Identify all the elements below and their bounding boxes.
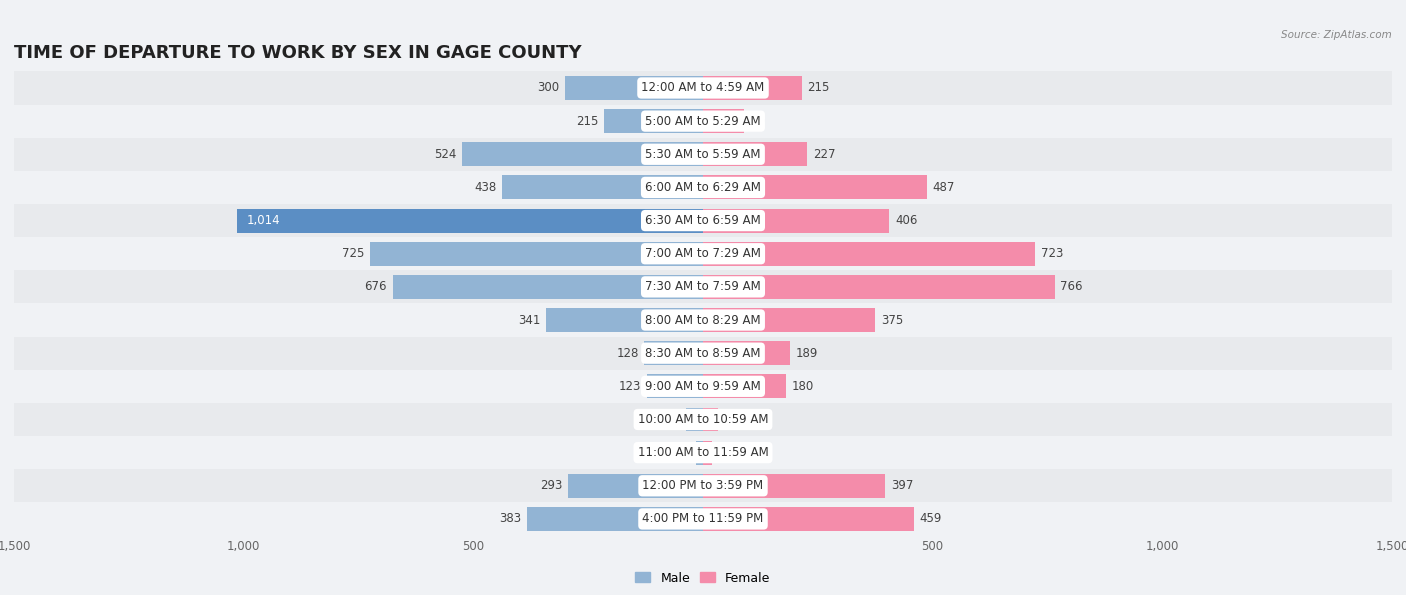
Bar xyxy=(14,337,1392,369)
Bar xyxy=(14,237,1392,270)
Text: 375: 375 xyxy=(880,314,903,327)
Bar xyxy=(14,369,1392,403)
Text: 11:00 AM to 11:59 AM: 11:00 AM to 11:59 AM xyxy=(638,446,768,459)
Text: 180: 180 xyxy=(792,380,814,393)
Bar xyxy=(14,137,1392,171)
Text: 406: 406 xyxy=(896,214,917,227)
Text: 766: 766 xyxy=(1060,280,1083,293)
Text: 7:30 AM to 7:59 AM: 7:30 AM to 7:59 AM xyxy=(645,280,761,293)
Text: 128: 128 xyxy=(616,347,638,359)
Text: Source: ZipAtlas.com: Source: ZipAtlas.com xyxy=(1281,30,1392,40)
Bar xyxy=(703,109,744,133)
Bar xyxy=(703,308,875,332)
Bar xyxy=(527,507,703,531)
Bar xyxy=(392,275,703,299)
Text: 10:00 AM to 10:59 AM: 10:00 AM to 10:59 AM xyxy=(638,413,768,426)
Bar xyxy=(14,403,1392,436)
Text: 459: 459 xyxy=(920,512,942,525)
Bar xyxy=(703,76,801,100)
Text: 32: 32 xyxy=(723,413,738,426)
Text: 5:30 AM to 5:59 AM: 5:30 AM to 5:59 AM xyxy=(645,148,761,161)
Text: 397: 397 xyxy=(891,480,914,492)
Bar xyxy=(605,109,703,133)
Bar xyxy=(14,105,1392,137)
Text: 90: 90 xyxy=(749,115,765,127)
Text: 1,014: 1,014 xyxy=(246,214,280,227)
Bar xyxy=(696,441,703,465)
Bar xyxy=(14,171,1392,204)
Bar xyxy=(703,474,886,497)
Text: 5:00 AM to 5:29 AM: 5:00 AM to 5:29 AM xyxy=(645,115,761,127)
Text: 524: 524 xyxy=(434,148,457,161)
Text: 6:00 AM to 6:29 AM: 6:00 AM to 6:29 AM xyxy=(645,181,761,194)
Bar xyxy=(703,441,711,465)
Bar xyxy=(686,408,703,431)
Bar xyxy=(568,474,703,497)
Bar xyxy=(703,176,927,199)
Text: 4:00 PM to 11:59 PM: 4:00 PM to 11:59 PM xyxy=(643,512,763,525)
Text: 19: 19 xyxy=(717,446,733,459)
Text: 487: 487 xyxy=(932,181,955,194)
Text: 723: 723 xyxy=(1040,248,1063,260)
Text: 6:30 AM to 6:59 AM: 6:30 AM to 6:59 AM xyxy=(645,214,761,227)
Text: 383: 383 xyxy=(499,512,522,525)
Text: 300: 300 xyxy=(537,82,560,95)
Bar xyxy=(703,507,914,531)
Text: 123: 123 xyxy=(619,380,641,393)
Text: 9:00 AM to 9:59 AM: 9:00 AM to 9:59 AM xyxy=(645,380,761,393)
Text: 227: 227 xyxy=(813,148,835,161)
Text: 725: 725 xyxy=(342,248,364,260)
Text: 215: 215 xyxy=(807,82,830,95)
Bar xyxy=(703,242,1035,265)
Bar xyxy=(703,142,807,166)
Text: 215: 215 xyxy=(576,115,599,127)
Bar xyxy=(14,71,1392,105)
Text: TIME OF DEPARTURE TO WORK BY SEX IN GAGE COUNTY: TIME OF DEPARTURE TO WORK BY SEX IN GAGE… xyxy=(14,43,582,61)
Bar xyxy=(14,469,1392,502)
Bar xyxy=(703,342,790,365)
Text: 676: 676 xyxy=(364,280,387,293)
Bar xyxy=(502,176,703,199)
Text: 16: 16 xyxy=(675,446,690,459)
Text: 189: 189 xyxy=(796,347,818,359)
Text: 7:00 AM to 7:29 AM: 7:00 AM to 7:29 AM xyxy=(645,248,761,260)
Bar xyxy=(14,270,1392,303)
Bar xyxy=(370,242,703,265)
Bar xyxy=(14,502,1392,536)
Bar xyxy=(703,408,717,431)
Text: 8:30 AM to 8:59 AM: 8:30 AM to 8:59 AM xyxy=(645,347,761,359)
Bar xyxy=(14,303,1392,337)
Bar xyxy=(547,308,703,332)
Bar xyxy=(14,204,1392,237)
Legend: Male, Female: Male, Female xyxy=(630,566,776,590)
Text: 12:00 PM to 3:59 PM: 12:00 PM to 3:59 PM xyxy=(643,480,763,492)
Text: 293: 293 xyxy=(540,480,562,492)
Text: 438: 438 xyxy=(474,181,496,194)
Bar xyxy=(703,275,1054,299)
Bar xyxy=(463,142,703,166)
Text: 12:00 AM to 4:59 AM: 12:00 AM to 4:59 AM xyxy=(641,82,765,95)
Bar xyxy=(703,374,786,398)
Text: 37: 37 xyxy=(665,413,681,426)
Bar xyxy=(647,374,703,398)
Bar xyxy=(565,76,703,100)
Text: 341: 341 xyxy=(519,314,541,327)
Bar xyxy=(238,209,703,233)
Text: 8:00 AM to 8:29 AM: 8:00 AM to 8:29 AM xyxy=(645,314,761,327)
Bar xyxy=(703,209,890,233)
Bar xyxy=(14,436,1392,469)
Bar xyxy=(644,342,703,365)
